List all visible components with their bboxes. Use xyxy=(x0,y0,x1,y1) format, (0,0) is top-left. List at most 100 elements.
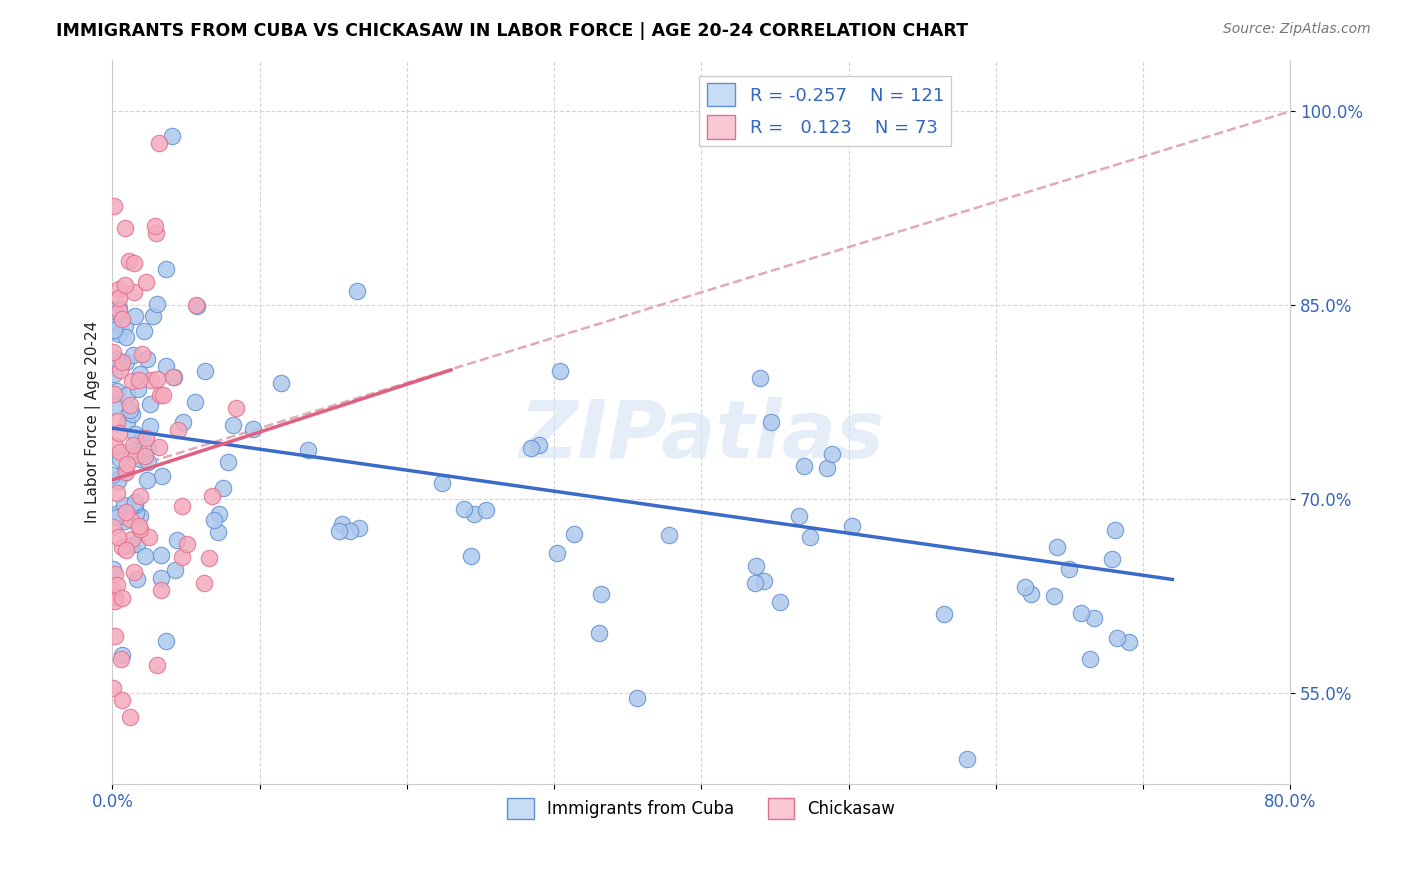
Point xyxy=(1070,606,1092,620)
Point xyxy=(799,530,821,544)
Point xyxy=(138,455,160,469)
Point xyxy=(114,277,136,292)
Point xyxy=(1019,587,1042,601)
Point xyxy=(135,351,157,366)
Point xyxy=(143,219,166,234)
Point xyxy=(172,500,194,514)
Point xyxy=(125,572,148,586)
Point xyxy=(108,281,131,295)
Point xyxy=(121,498,143,512)
Point xyxy=(149,549,172,563)
Point xyxy=(222,417,245,432)
Point xyxy=(114,221,136,235)
Point xyxy=(1043,589,1066,603)
Point xyxy=(1078,652,1101,666)
Point xyxy=(166,533,188,547)
Point xyxy=(139,397,162,411)
Point xyxy=(184,394,207,409)
Point xyxy=(112,466,135,480)
Point xyxy=(193,576,215,591)
Point xyxy=(793,458,815,473)
Point xyxy=(149,582,172,597)
Point xyxy=(105,486,128,500)
Point xyxy=(103,681,125,696)
Point xyxy=(104,590,127,604)
Point xyxy=(122,285,145,299)
Point xyxy=(112,499,135,513)
Point xyxy=(135,275,157,289)
Point xyxy=(1059,562,1081,576)
Point xyxy=(121,348,143,362)
Point xyxy=(146,658,169,673)
Point xyxy=(124,495,146,509)
Point xyxy=(752,574,775,588)
Point xyxy=(101,562,124,576)
Point xyxy=(110,652,132,666)
Point xyxy=(201,489,224,503)
Legend: Immigrants from Cuba, Chickasaw: Immigrants from Cuba, Chickasaw xyxy=(501,791,903,826)
Point xyxy=(114,330,136,344)
Point xyxy=(103,199,125,213)
Point xyxy=(328,524,350,538)
Point xyxy=(150,571,173,585)
Point xyxy=(172,549,194,564)
Point xyxy=(107,506,129,520)
Point xyxy=(212,481,235,495)
Point xyxy=(745,559,768,574)
Point xyxy=(932,607,955,622)
Point xyxy=(103,368,125,382)
Point xyxy=(128,518,150,533)
Point xyxy=(124,310,146,324)
Point xyxy=(460,549,482,563)
Point xyxy=(131,346,153,360)
Point xyxy=(107,301,129,315)
Point xyxy=(129,452,152,467)
Point xyxy=(108,451,131,466)
Point xyxy=(1046,540,1069,554)
Point xyxy=(198,550,221,565)
Point xyxy=(132,324,155,338)
Point xyxy=(128,373,150,387)
Point xyxy=(118,402,141,417)
Point xyxy=(658,528,681,542)
Point xyxy=(114,505,136,519)
Point xyxy=(225,401,247,415)
Point xyxy=(432,476,454,491)
Point xyxy=(787,508,810,523)
Point xyxy=(207,525,229,540)
Point xyxy=(626,690,648,705)
Point xyxy=(103,387,125,401)
Point xyxy=(121,532,143,546)
Point xyxy=(176,537,198,551)
Point xyxy=(101,583,124,598)
Point xyxy=(150,469,173,483)
Point xyxy=(208,507,231,521)
Point xyxy=(104,594,127,608)
Point xyxy=(520,442,543,456)
Point xyxy=(332,517,354,532)
Point xyxy=(121,408,143,422)
Point xyxy=(124,427,146,442)
Point xyxy=(104,629,127,643)
Point xyxy=(347,521,370,535)
Point xyxy=(125,507,148,521)
Point xyxy=(186,299,208,313)
Point xyxy=(297,443,319,458)
Point xyxy=(103,315,125,329)
Point xyxy=(122,256,145,270)
Point xyxy=(122,438,145,452)
Point xyxy=(103,323,125,337)
Point xyxy=(111,540,134,554)
Point xyxy=(562,527,585,541)
Point xyxy=(138,418,160,433)
Point xyxy=(242,422,264,436)
Point xyxy=(588,626,610,640)
Point xyxy=(108,445,131,459)
Point xyxy=(527,438,550,452)
Text: IMMIGRANTS FROM CUBA VS CHICKASAW IN LABOR FORCE | AGE 20-24 CORRELATION CHART: IMMIGRANTS FROM CUBA VS CHICKASAW IN LAB… xyxy=(56,22,969,40)
Point xyxy=(114,514,136,528)
Point xyxy=(120,538,142,552)
Point xyxy=(134,549,156,563)
Point xyxy=(127,537,149,551)
Point xyxy=(1083,611,1105,625)
